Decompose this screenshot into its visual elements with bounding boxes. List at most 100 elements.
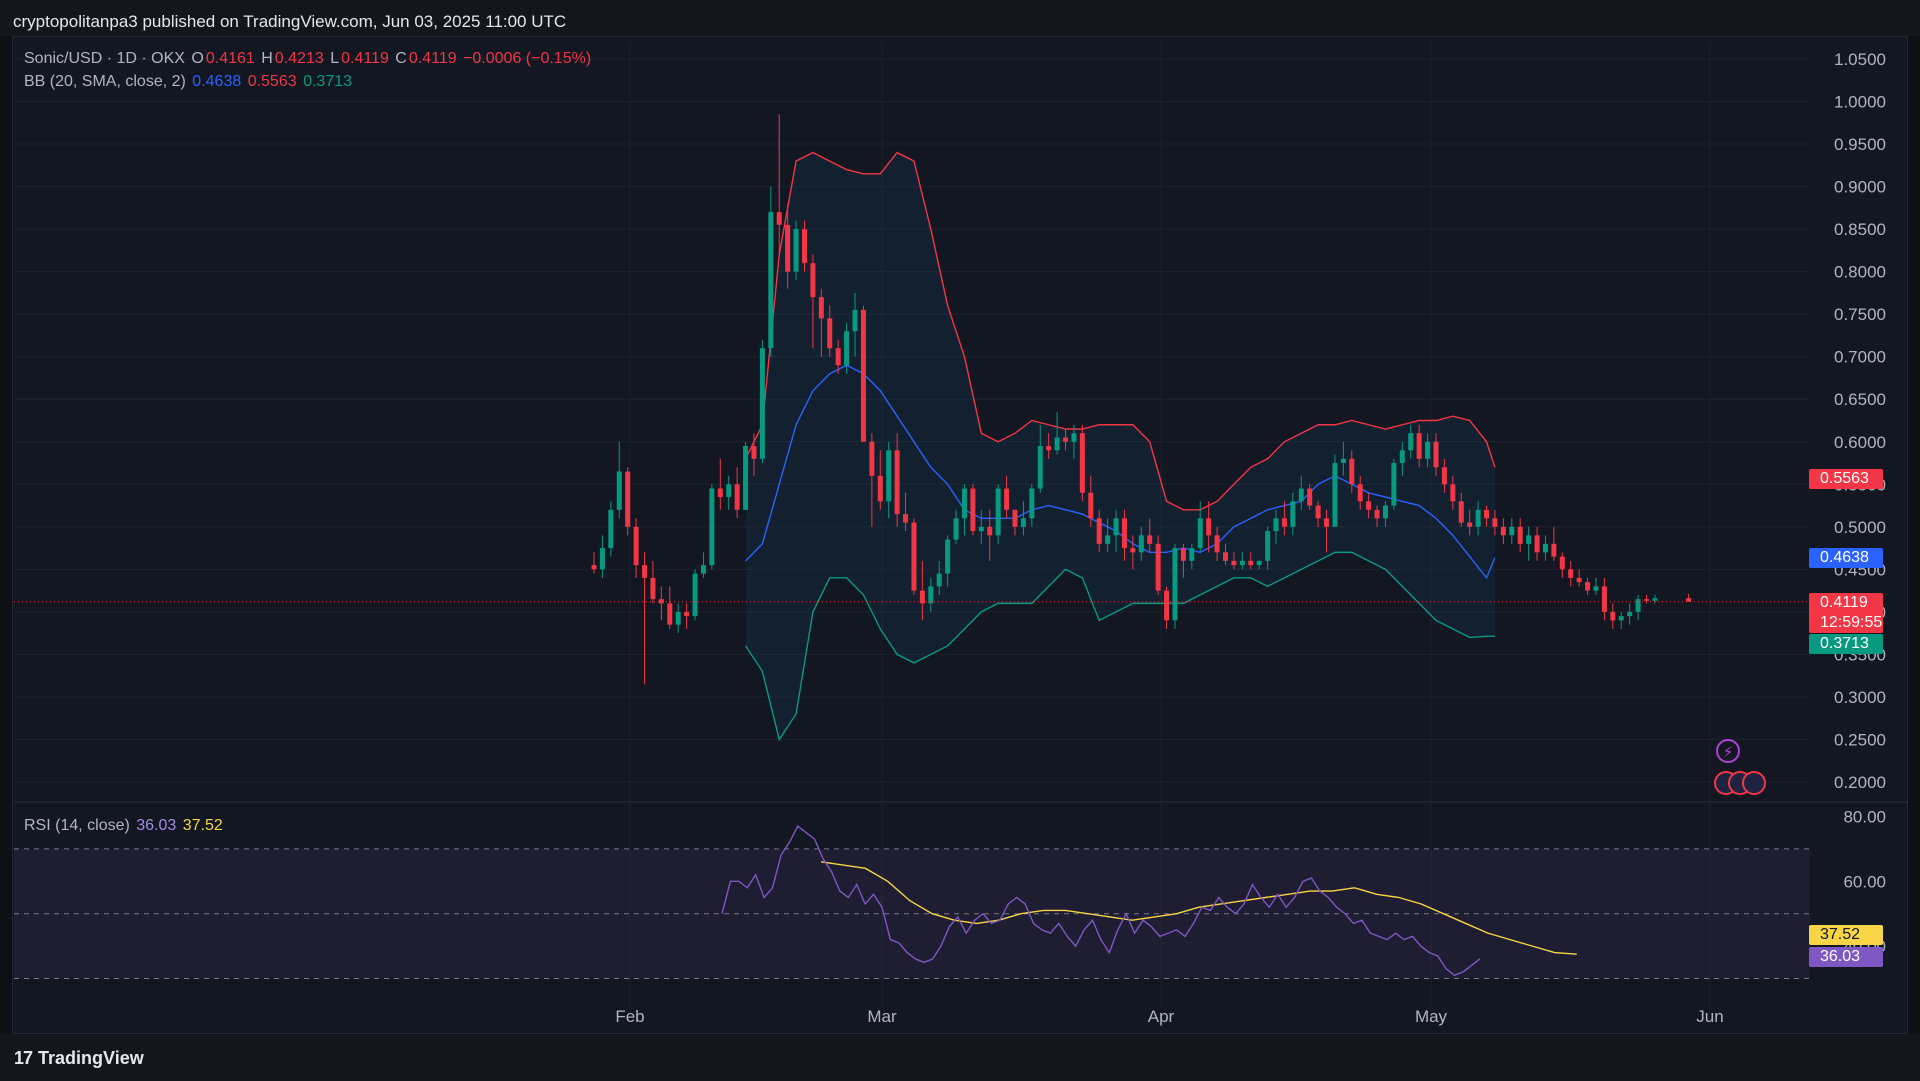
candle-body (844, 331, 850, 366)
change-value: −0.0006 (−0.15%) (463, 50, 592, 67)
candle-body (1391, 463, 1397, 506)
candle-body (1610, 611, 1616, 621)
candle-body (1020, 518, 1026, 527)
candle-body (1332, 463, 1338, 527)
candle-body (886, 450, 892, 502)
candle-body (1223, 552, 1228, 561)
candle-body (1509, 526, 1515, 536)
candle-body (1324, 518, 1330, 527)
candle-body (599, 548, 605, 570)
tv-logo-icon: 17 (14, 1048, 33, 1068)
lightning-event-icon (1716, 739, 1740, 763)
candle-body (1618, 616, 1624, 621)
candle-body (1484, 509, 1490, 519)
low-value: 0.4119 (341, 50, 389, 67)
candle-body (903, 514, 909, 523)
candle-body (1105, 535, 1111, 544)
candle-body (945, 539, 951, 574)
candle-body (1450, 484, 1456, 502)
candle-body (1652, 598, 1658, 601)
publisher-line: cryptopolitanpa3 published on TradingVie… (13, 12, 567, 31)
candle-body (1534, 535, 1540, 553)
candle-body (1517, 526, 1523, 544)
candle-body (928, 586, 934, 604)
symbol-label[interactable]: Sonic/USD · 1D · OKX (24, 50, 185, 67)
price-tick-label: 0.3000 (1834, 688, 1886, 707)
low-label: L (330, 50, 340, 67)
candle-body (633, 526, 639, 566)
time-tick-label: Apr (1148, 1007, 1175, 1026)
candle-body (1130, 548, 1136, 553)
rsi-ma-value: 37.52 (182, 817, 223, 834)
candle-body (1096, 518, 1102, 544)
candle-body (860, 309, 866, 442)
candle-body (1155, 543, 1161, 591)
candle-body (1239, 560, 1245, 566)
bb-lower-price-label: 0.3713 (1809, 634, 1883, 654)
close-label: C (395, 50, 407, 67)
candle-body (835, 348, 841, 366)
candle-body (1029, 488, 1035, 519)
candle-body (1273, 518, 1279, 532)
candle-body (1492, 518, 1498, 527)
bb-band-fill (745, 152, 1495, 740)
candle-body (692, 573, 698, 617)
candle-body (1559, 556, 1565, 570)
candle-body (658, 599, 664, 604)
candle-body (869, 441, 875, 476)
candle-body (1180, 548, 1186, 561)
countdown: 12:59:55 (1820, 614, 1883, 631)
time-tick-label: Feb (615, 1007, 644, 1026)
rsi-price-label: 36.03 (1809, 947, 1883, 967)
candle-body (953, 518, 959, 540)
candle-body (827, 318, 833, 349)
open-value: 0.4161 (205, 50, 255, 67)
candle-body (1079, 433, 1085, 493)
candle-body (1686, 598, 1692, 602)
price-tick-label: 1.0000 (1834, 93, 1886, 112)
chart-frame (12, 36, 1908, 1034)
candle-body (1601, 586, 1607, 612)
price-tick-label: 0.2000 (1834, 773, 1886, 792)
candle-body (852, 309, 858, 332)
high-value: 0.4213 (274, 50, 324, 67)
price-tick-label: 0.6500 (1834, 390, 1886, 409)
rsi-value: 36.03 (136, 817, 177, 834)
candle-body (642, 565, 648, 578)
candle-body (1256, 560, 1262, 566)
candle-body (1416, 433, 1422, 459)
candle-body (625, 471, 631, 527)
price-tick-label: 0.7500 (1834, 305, 1886, 324)
candle-body (1206, 518, 1212, 536)
candle-body (759, 348, 765, 459)
candle-body (726, 484, 732, 498)
price-tick-label: 0.8000 (1834, 263, 1886, 282)
rsi-label[interactable]: RSI (14, close) (24, 817, 130, 834)
rsi-tick-label: 60.00 (1843, 872, 1886, 891)
open-label: O (191, 50, 204, 67)
candle-body (1635, 599, 1641, 612)
bb-legend: BB (20, SMA, close, 2) 0.4638 0.5563 0.3… (24, 73, 354, 91)
candle-body (1281, 518, 1287, 527)
time-tick-label: Jun (1696, 1007, 1723, 1026)
candle-body (818, 297, 824, 319)
tradingview-logo[interactable]: 17 TradingView (14, 1048, 144, 1069)
candle-body (1214, 535, 1220, 553)
candle-body (1290, 501, 1296, 527)
bb-lower-line (744, 551, 1495, 742)
candle-body (987, 526, 993, 536)
candle-body (1593, 586, 1599, 591)
candle-body (1576, 577, 1582, 583)
brand-name: TradingView (38, 1048, 144, 1068)
candle-body (1189, 548, 1195, 561)
candle-body (684, 611, 690, 617)
candle-body (675, 611, 681, 625)
candle-body (1366, 501, 1372, 510)
price-tick-label: 0.9500 (1834, 135, 1886, 154)
candle-body (1071, 433, 1077, 442)
bb-label[interactable]: BB (20, SMA, close, 2) (24, 73, 186, 90)
candle-body (650, 577, 656, 600)
footer: 17 TradingView (0, 1034, 1920, 1081)
candle-body (1349, 458, 1355, 485)
